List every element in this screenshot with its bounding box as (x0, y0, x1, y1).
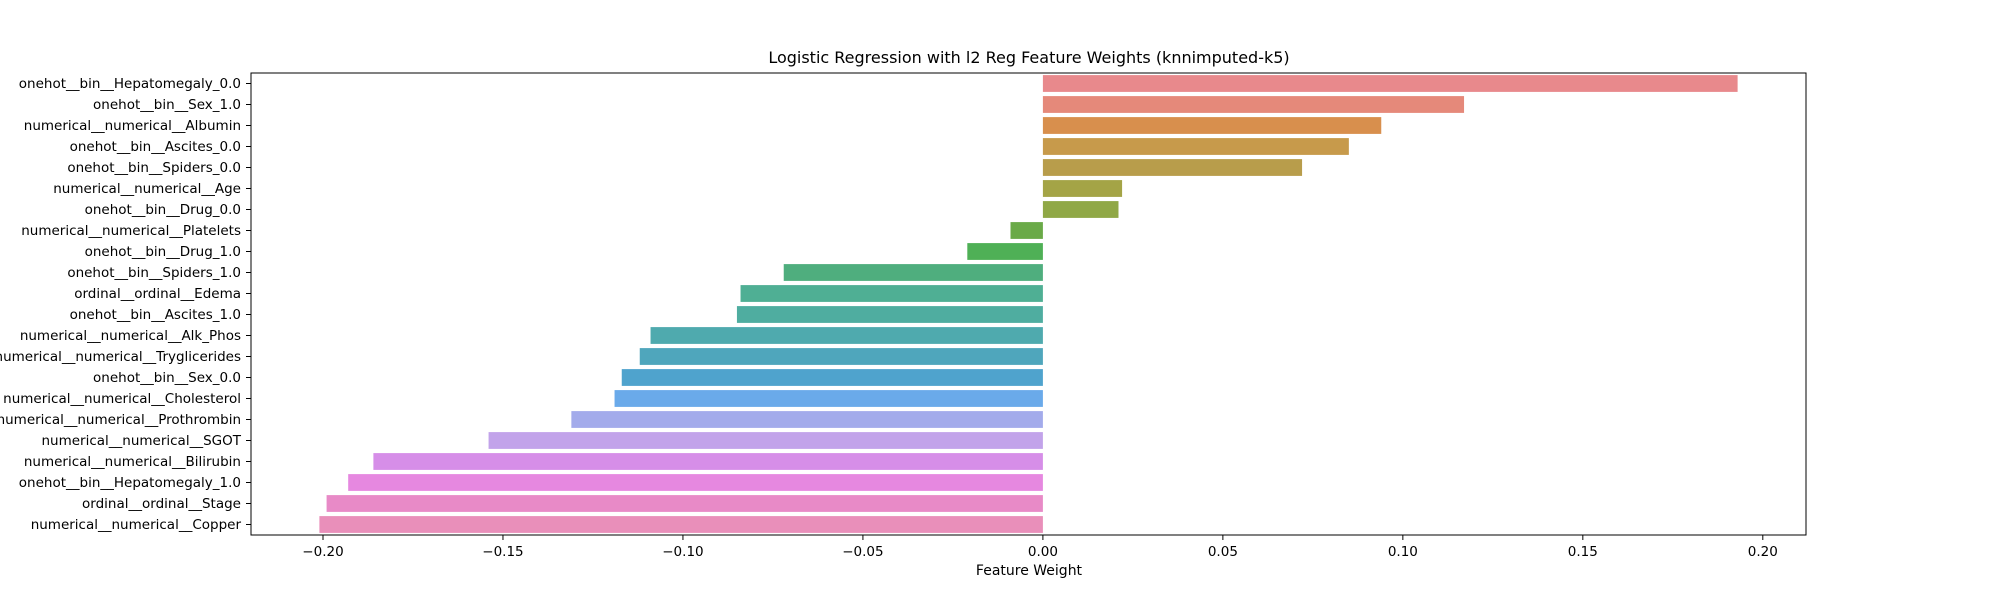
x-tick-label: −0.10 (662, 544, 703, 560)
bar-onehot__bin__Ascites_0.0 (1042, 138, 1349, 155)
y-tick-label: ordinal__ordinal__Edema (74, 286, 241, 302)
y-tick-label: onehot__bin__Sex_1.0 (93, 97, 241, 113)
y-tick-label: onehot__bin__Drug_1.0 (85, 244, 241, 260)
y-tick-label: numerical__numerical__Copper (31, 517, 242, 533)
y-tick-label: numerical__numerical__Bilirubin (24, 454, 241, 470)
x-tick-label: −0.20 (302, 544, 343, 560)
y-tick-label: numerical__numerical__Albumin (24, 118, 241, 134)
bar-onehot__bin__Hepatomegaly_1.0 (348, 474, 1043, 491)
x-axis-ticks: −0.20 −0.15 −0.10 −0.05 0.00 0.05 0.10 0.15 0.20 (302, 535, 1778, 560)
bar-numerical__numerical__Tryglicerides (639, 348, 1043, 365)
x-tick-label: 0.05 (1208, 544, 1238, 560)
bar-numerical__numerical__Copper (319, 516, 1043, 533)
bar-numerical__numerical__Alk_Phos (650, 327, 1043, 344)
y-tick-labels: onehot__bin__Hepatomegaly_0.0 onehot__bin… (0, 76, 251, 533)
y-tick-label: onehot__bin__Drug_0.0 (85, 202, 241, 218)
y-tick-label: onehot__bin__Ascites_1.0 (70, 307, 241, 323)
bar-onehot__bin__Ascites_1.0 (736, 306, 1043, 323)
y-tick-label: onehot__bin__Spiders_0.0 (67, 160, 241, 176)
x-tick-label: 0.15 (1568, 544, 1598, 560)
x-tick-label: −0.05 (842, 544, 883, 560)
y-tick-label: onehot__bin__Sex_0.0 (93, 370, 241, 386)
bar-ordinal__ordinal__Stage (326, 495, 1043, 512)
bars (319, 75, 1738, 533)
bar-onehot__bin__Drug_0.0 (1042, 201, 1119, 218)
y-tick-label: numerical__numerical__SGOT (41, 433, 241, 449)
y-tick-label: numerical__numerical__Prothrombin (0, 412, 241, 428)
x-tick-label: 0.20 (1748, 544, 1778, 560)
y-tick-label: onehot__bin__Hepatomegaly_0.0 (19, 76, 241, 92)
bar-onehot__bin__Drug_1.0 (967, 243, 1043, 260)
chart-title: Logistic Regression with l2 Reg Feature … (768, 48, 1289, 67)
y-tick-label: numerical__numerical__Tryglicerides (0, 349, 241, 365)
bar-numerical__numerical__Cholesterol (614, 390, 1043, 407)
bar-numerical__numerical__SGOT (488, 432, 1043, 449)
bar-numerical__numerical__Albumin (1042, 117, 1382, 134)
x-tick-label: 0.10 (1388, 544, 1418, 560)
plot-frame (250, 72, 1807, 536)
y-tick-label: onehot__bin__Hepatomegaly_1.0 (19, 475, 241, 491)
y-tick-label: numerical__numerical__Platelets (21, 223, 241, 239)
bar-onehot__bin__Spiders_0.0 (1042, 159, 1303, 176)
bar-numerical__numerical__Bilirubin (373, 453, 1043, 470)
y-tick-label: ordinal__ordinal__Stage (82, 496, 241, 512)
y-tick-label: onehot__bin__Spiders_1.0 (67, 265, 241, 281)
bar-onehot__bin__Spiders_1.0 (783, 264, 1043, 281)
bar-numerical__numerical__Platelets (1010, 222, 1043, 239)
y-tick-label: numerical__numerical__Cholesterol (3, 391, 241, 407)
y-tick-label: onehot__bin__Ascites_0.0 (70, 139, 241, 155)
x-tick-label: 0.00 (1028, 544, 1058, 560)
bar-onehot__bin__Sex_1.0 (1042, 96, 1465, 113)
bar-numerical__numerical__Age (1042, 180, 1123, 197)
x-axis-label: Feature Weight (976, 563, 1083, 579)
bar-onehot__bin__Sex_0.0 (621, 369, 1043, 386)
y-tick-label: numerical__numerical__Age (53, 181, 241, 197)
bar-onehot__bin__Hepatomegaly_0.0 (1042, 75, 1738, 92)
y-tick-label: numerical__numerical__Alk_Phos (20, 328, 241, 344)
x-tick-label: −0.15 (482, 544, 523, 560)
bar-ordinal__ordinal__Edema (740, 285, 1043, 302)
bar-numerical__numerical__Prothrombin (571, 411, 1043, 428)
